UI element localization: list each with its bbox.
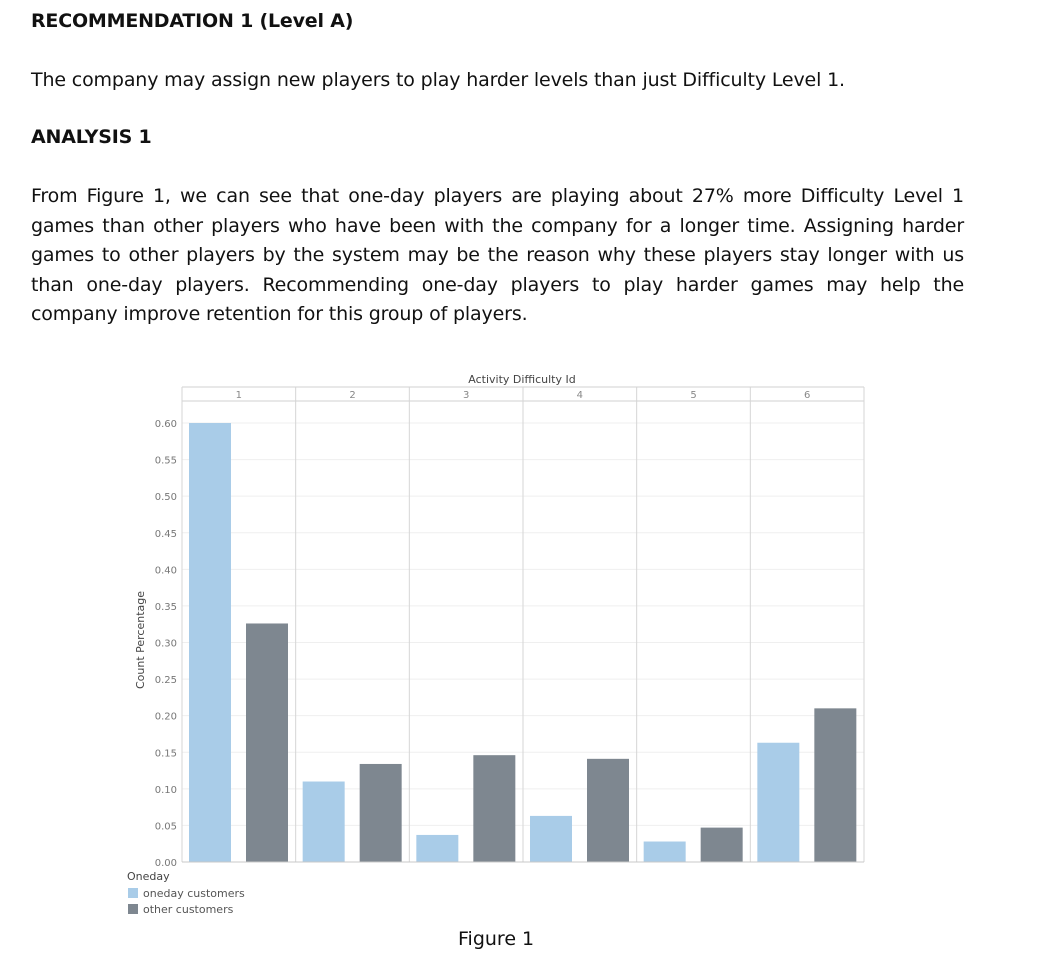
chart-legend: Oneday oneday customers other customers [127, 870, 245, 916]
chart-grid [181, 386, 865, 862]
category-header-label: 4 [577, 390, 583, 401]
y-tick-label: 0.20 [155, 712, 177, 723]
y-tick-label: 0.40 [155, 565, 177, 576]
bar-other-4 [587, 758, 629, 862]
figure-caption: Figure 1 [458, 928, 535, 950]
bar-oneday-5 [643, 841, 686, 862]
bar-other-1 [246, 623, 288, 862]
chart-bars [189, 423, 857, 862]
legend-swatch [128, 904, 138, 914]
legend-entry: oneday customers [143, 887, 245, 900]
bar-oneday-3 [416, 834, 459, 862]
difficulty-bar-chart: 0.00 0.05 0.10 0.15 0.20 0.25 0.30 0.35 0.40 0.45… [127, 373, 865, 916]
bar-other-6 [814, 708, 857, 862]
legend-title: Oneday [127, 870, 170, 883]
y-tick-label: 0.50 [155, 492, 177, 503]
y-tick-label: 0.30 [155, 639, 177, 650]
category-header-label: 6 [804, 390, 810, 401]
category-header-label: 1 [236, 390, 242, 401]
chart-axes: 0.00 0.05 0.10 0.15 0.20 0.25 0.30 0.35 0.40 0.45… [155, 390, 864, 869]
column-header-title: Activity Difficulty Id [468, 373, 575, 386]
category-header-label: 3 [463, 390, 469, 401]
y-tick-label: 0.60 [155, 419, 177, 430]
category-header-label: 2 [349, 390, 355, 401]
y-tick-label: 0.10 [155, 785, 177, 796]
bar-oneday-6 [757, 742, 800, 862]
category-header-label: 5 [690, 390, 696, 401]
y-tick-label: 0.45 [155, 529, 177, 540]
analysis-heading: ANALYSIS 1 [31, 126, 152, 148]
bar-oneday-2 [302, 781, 345, 862]
y-tick-label: 0.15 [155, 748, 177, 759]
analysis-text: From Figure 1, we can see that one-day p… [31, 185, 964, 325]
legend-entry: other customers [143, 903, 234, 916]
bar-oneday-4 [530, 815, 572, 862]
bar-other-3 [473, 755, 516, 862]
y-tick-label: 0.25 [155, 675, 177, 686]
recommendation-heading: RECOMMENDATION 1 (Level A) [31, 10, 354, 32]
y-tick-label: 0.05 [155, 821, 177, 832]
recommendation-text: The company may assign new players to pl… [31, 69, 845, 91]
legend-swatch [128, 888, 138, 898]
bar-oneday-1 [189, 423, 231, 862]
y-axis-label: Count Percentage [134, 591, 147, 689]
y-tick-label: 0.55 [155, 456, 177, 467]
y-tick-label: 0.00 [155, 858, 177, 869]
bar-other-5 [700, 827, 743, 862]
y-tick-label: 0.35 [155, 602, 177, 613]
bar-other-2 [359, 763, 402, 862]
